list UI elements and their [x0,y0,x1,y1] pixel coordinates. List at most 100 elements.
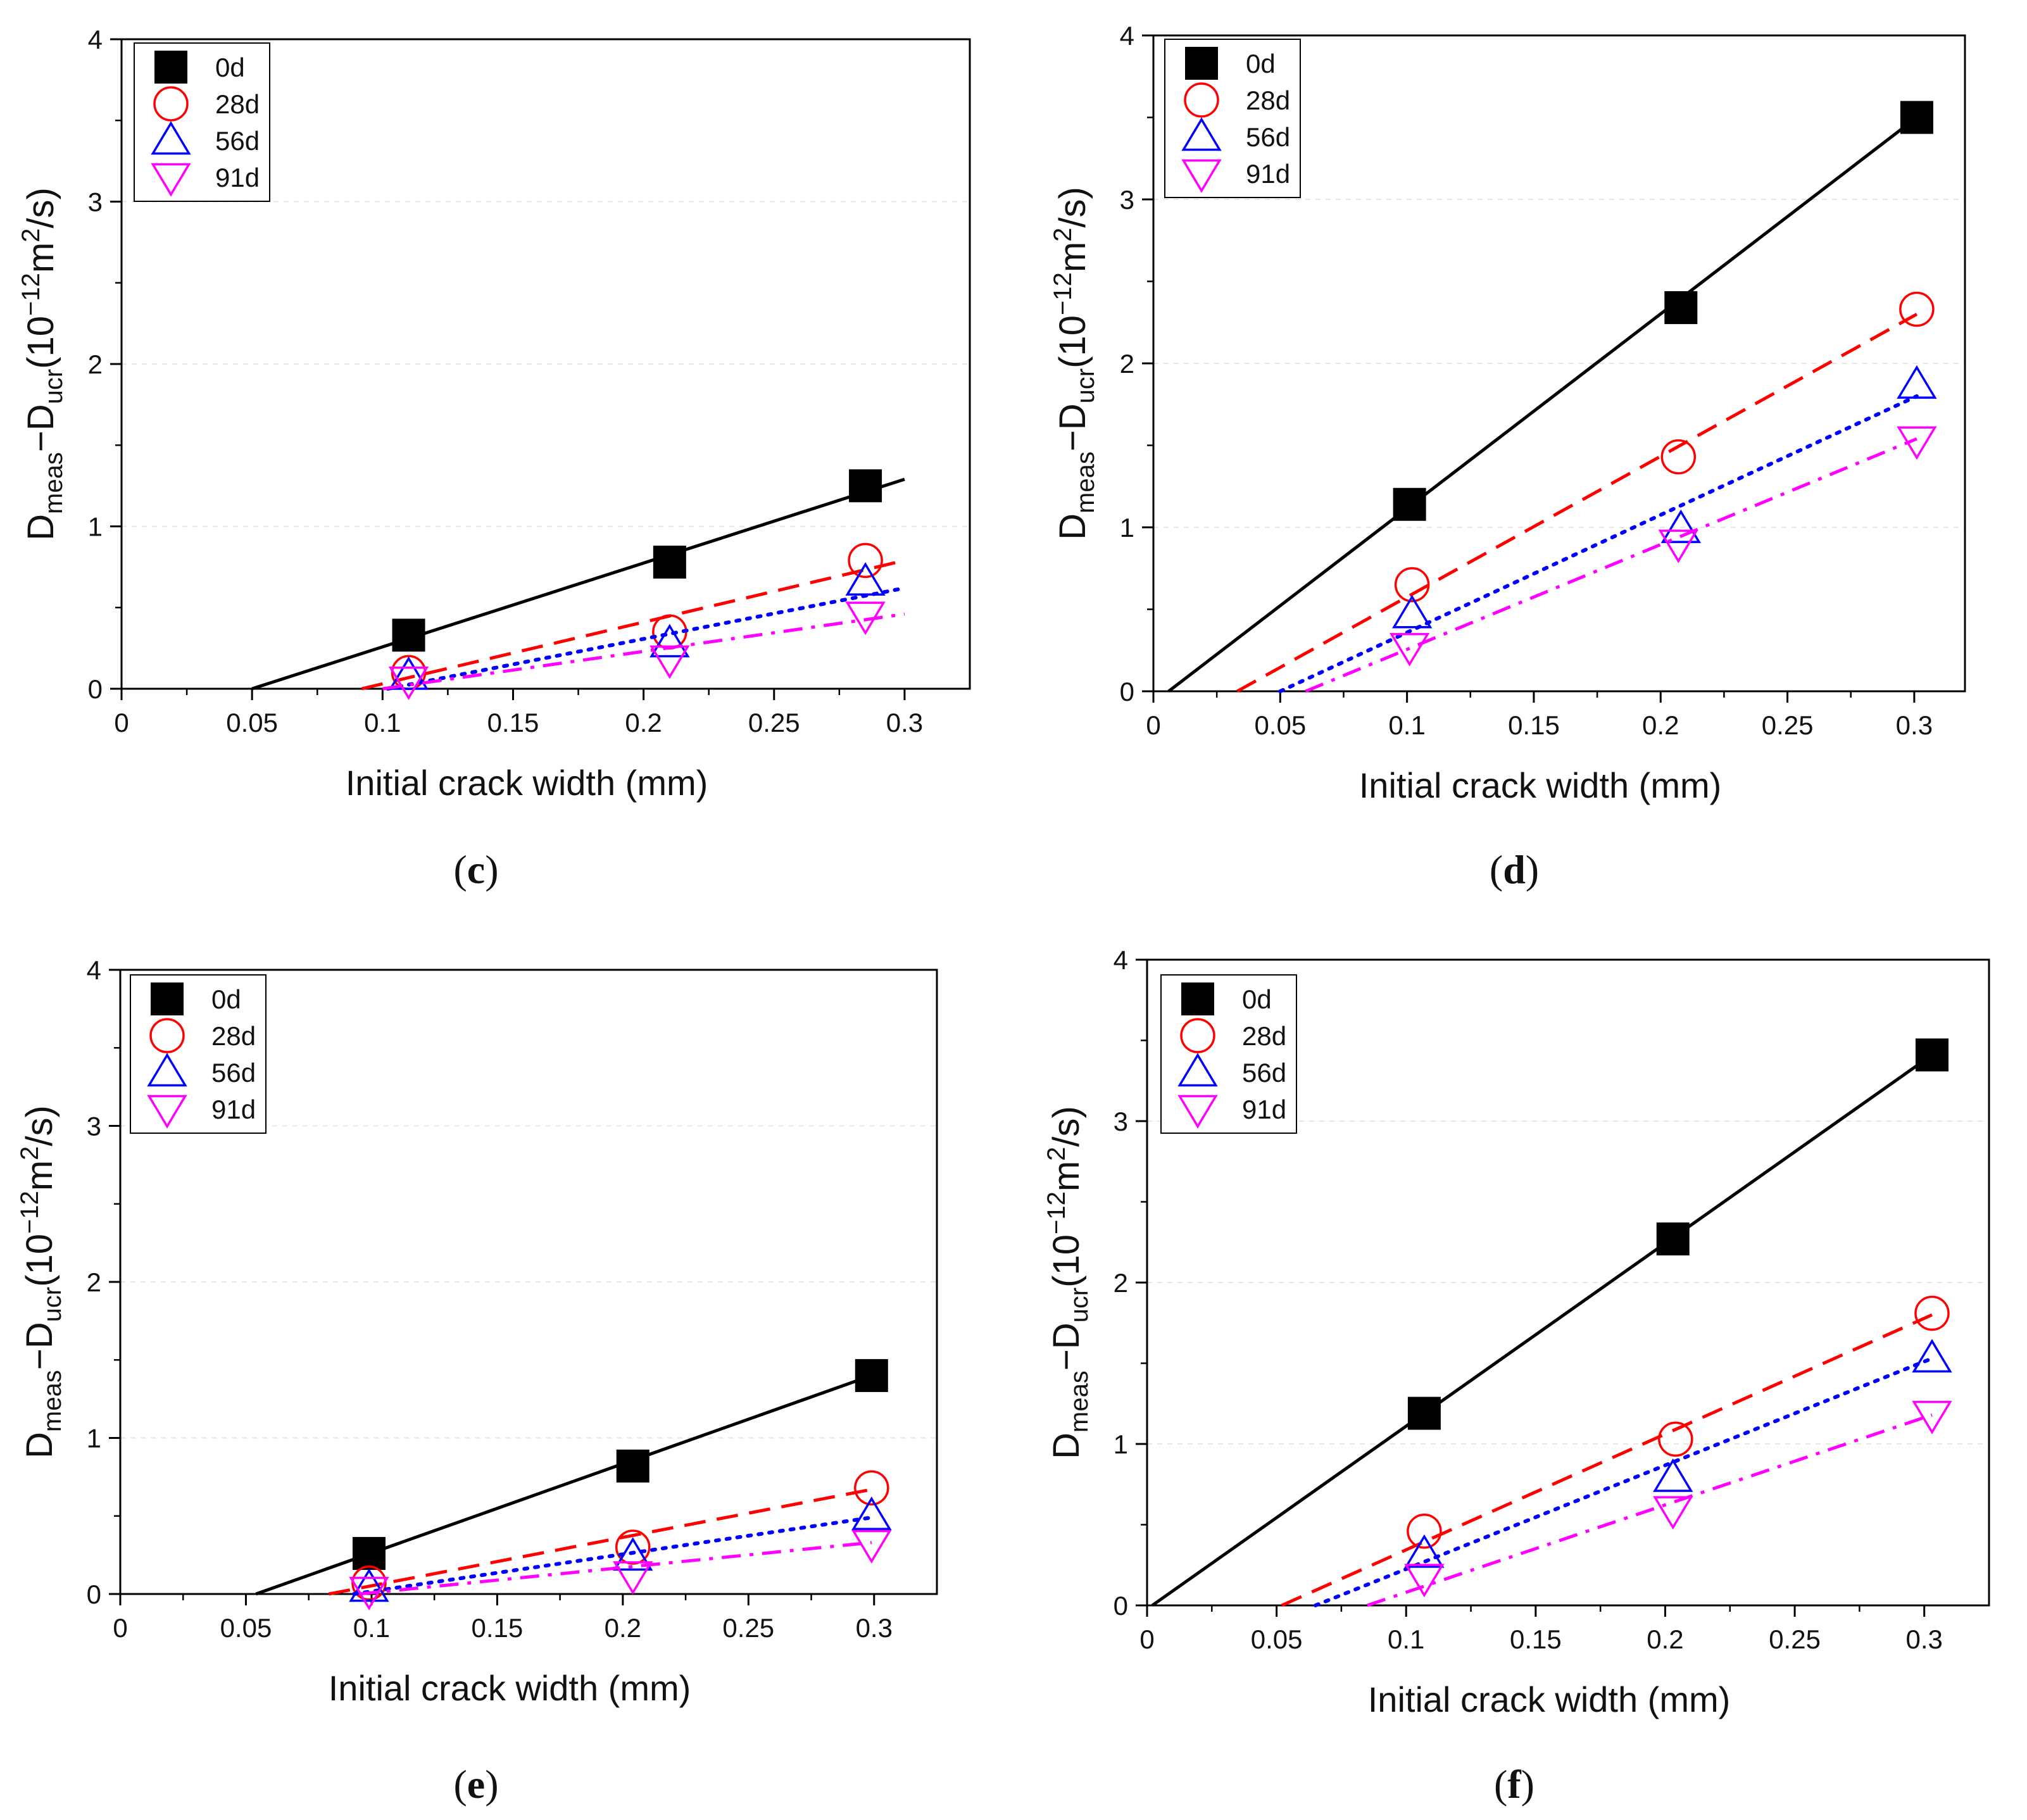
legend-label-56d: 56d [215,126,260,156]
fit-line-0d [1151,1053,1933,1607]
fit-line-91d [382,612,905,691]
legend-label-0d: 0d [1242,984,1272,1014]
y-axis-label: Dmeas−Ducr(10−12m2/s) [1049,187,1100,540]
legend-marker-0d [154,51,187,84]
x-tick-label: 0.3 [886,708,923,737]
x-tick-label: 0.15 [1510,1624,1562,1654]
x-axis-label: Initial crack width (mm) [1368,1679,1731,1719]
x-tick-label: 0 [113,1613,127,1643]
y-tick-label: 4 [88,25,103,54]
x-tick-label: 0.1 [1388,1624,1424,1654]
y-tick-label: 1 [1120,513,1134,543]
x-tick-label: 0.1 [364,708,401,737]
data-point-56d [388,656,429,690]
data-point-0d [352,1536,386,1570]
legend-label-28d: 28d [1246,85,1290,115]
x-tick-label: 0.2 [625,708,662,737]
x-tick-label: 0.15 [1508,710,1560,740]
legend: 0d 28d 56d 91d [1164,39,1301,198]
legend-marker-56d [1177,1053,1218,1087]
legend-marker-0d [1185,47,1218,80]
legend-marker-0d [151,982,184,1015]
x-tick-label: 0.25 [722,1613,774,1643]
legend-marker-56d [151,121,191,155]
data-point-28d [1407,1513,1442,1549]
y-tick-label: 2 [88,349,103,379]
fit-line-28d [361,558,905,691]
legend-marker-0d [1181,982,1214,1015]
x-tick-label: 0.05 [220,1613,272,1643]
fit-line-56d [1278,394,1919,693]
y-axis-label: Dmeas−Ducr(10−12m2/s) [16,1105,66,1459]
y-axis-label: Dmeas−Ducr(10−12m2/s) [1043,1106,1093,1459]
x-tick-label: 0.3 [856,1613,893,1643]
x-tick-label: 0.2 [605,1613,641,1643]
data-point-0d [1656,1222,1690,1256]
data-point-91d [1658,529,1698,563]
x-tick-label: 0.1 [353,1613,390,1643]
data-point-91d [1404,1564,1445,1598]
fit-line-28d [328,1488,872,1596]
y-tick-label: 3 [1114,1107,1128,1136]
data-point-91d [1897,426,1937,460]
fit-line-56d [386,586,907,691]
data-point-56d [1912,1339,1952,1373]
legend-marker-91d [1181,159,1222,193]
legend-label-28d: 28d [215,89,260,119]
data-point-28d [848,543,883,579]
legend-label-91d: 91d [1242,1095,1286,1124]
legend: 0d 28d 56d 91d [1160,974,1297,1134]
data-point-28d [1914,1295,1950,1331]
y-tick-label: 4 [1120,21,1134,51]
fit-line-91d [1305,437,1917,693]
x-tick-label: 0.05 [1254,710,1306,740]
data-point-28d [854,1470,889,1506]
data-point-28d [1394,567,1430,603]
data-point-0d [1393,487,1426,521]
y-tick-label: 2 [87,1267,101,1297]
x-tick-label: 0.1 [1388,710,1425,740]
x-tick-label: 0.3 [1896,710,1933,740]
data-point-0d [855,1359,888,1392]
x-tick-label: 0.2 [1642,710,1679,740]
data-point-91d [613,1561,653,1595]
y-tick-label: 1 [1114,1429,1128,1459]
fit-line-28d [1281,1313,1933,1607]
chart-panel-c: 0 0.05 0.1 0.15 0.2 0.25 0.3 0 1 2 3 4 Initial crack… [17,25,971,892]
legend-label-0d: 0d [211,984,241,1014]
fit-line-91d [1367,1413,1933,1607]
legend-marker-28d [149,1018,185,1053]
data-point-28d [615,1529,651,1565]
data-point-56d [1391,594,1433,629]
fit-line-56d [352,1516,874,1596]
legend-marker-28d [1180,1018,1215,1053]
panel-label: (d) [1490,847,1539,892]
y-tick-label: 2 [1120,349,1134,379]
data-point-91d [845,601,886,636]
chart-panel-e: 0 0.05 0.1 0.15 0.2 0.25 0.3 0 1 2 3 4 Initial crack… [16,955,938,1807]
legend-marker-56d [147,1053,187,1087]
legend-label-28d: 28d [211,1021,256,1051]
x-tick-label: 0.3 [1905,1624,1942,1654]
x-tick-label: 0.15 [487,708,539,737]
legend-label-91d: 91d [215,163,260,192]
legend-label-0d: 0d [1246,49,1276,78]
x-tick-label: 0.05 [1251,1624,1303,1654]
data-point-91d [1912,1400,1952,1434]
x-tick-label: 0.15 [472,1613,524,1643]
data-point-0d [392,618,425,652]
x-tick-label: 0 [1139,1624,1154,1654]
data-point-0d [616,1449,650,1483]
legend-label-0d: 0d [215,53,245,82]
fit-line-0d [1167,116,1918,693]
y-tick-label: 0 [87,1579,101,1609]
legend-marker-28d [153,86,189,122]
data-point-56d [845,562,886,596]
y-tick-label: 2 [1114,1268,1128,1298]
legend-label-28d: 28d [1242,1021,1286,1051]
y-tick-label: 4 [87,955,101,985]
legend-marker-91d [147,1095,187,1129]
x-axis-label: Initial crack width (mm) [346,763,708,803]
data-point-91d [650,645,690,679]
data-point-91d [851,1529,892,1564]
